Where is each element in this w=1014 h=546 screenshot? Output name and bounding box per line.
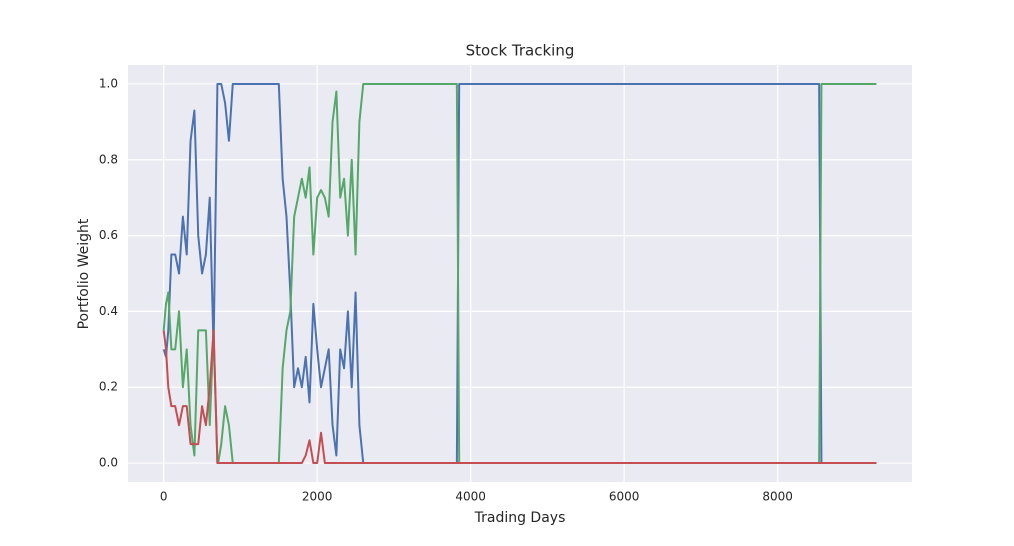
y-axis-label: Portfolio Weight: [76, 218, 92, 329]
chart-title: Stock Tracking: [466, 42, 575, 60]
data-line: [162, 82, 877, 465]
y-tick-label: 0.0: [99, 456, 118, 470]
x-axis-label: Trading Days: [474, 510, 566, 526]
y-tick-label: 0.6: [99, 228, 118, 242]
x-tick-label: 4000: [455, 490, 486, 504]
y-tick-label: 0.8: [99, 152, 118, 166]
data-line: [162, 82, 877, 465]
x-tick-label: 2000: [302, 490, 333, 504]
y-tick-label: 0.2: [99, 380, 118, 394]
x-tick-label: 0: [160, 490, 168, 504]
y-tick-label: 1.0: [99, 76, 118, 90]
x-tick-label: 6000: [609, 490, 640, 504]
plot-background: [128, 65, 912, 482]
data-line: [162, 329, 877, 465]
x-tick-label: 8000: [762, 490, 793, 504]
y-tick-label: 0.4: [99, 304, 118, 318]
